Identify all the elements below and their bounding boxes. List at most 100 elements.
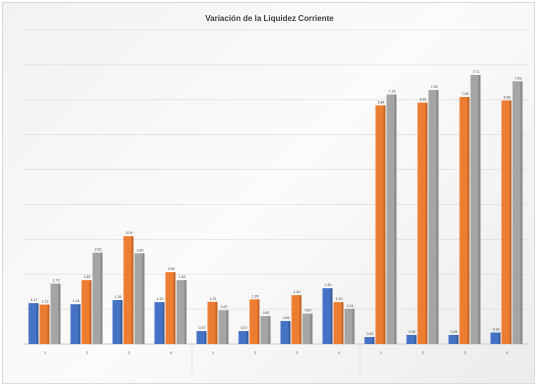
bar xyxy=(406,334,417,344)
data-label: 1.83 xyxy=(179,275,186,279)
data-label: 7.53 xyxy=(515,76,522,80)
bar-shade xyxy=(268,316,271,344)
bar-shade xyxy=(498,332,501,344)
bar xyxy=(490,332,501,344)
bar-shade xyxy=(58,283,61,344)
bar xyxy=(50,283,61,344)
bar xyxy=(333,302,344,344)
data-label: 0.80 xyxy=(263,311,270,315)
bar xyxy=(92,252,103,344)
data-label: 7.71 xyxy=(473,70,480,74)
x-tick-label: 1 xyxy=(212,350,215,355)
data-label: 1.01 xyxy=(347,304,354,308)
bar-shade xyxy=(204,331,207,344)
bar xyxy=(501,100,512,344)
x-tick-label: 4 xyxy=(506,350,509,355)
bar xyxy=(322,288,333,344)
bar-shade xyxy=(36,303,39,344)
bar xyxy=(28,303,39,344)
data-label: 2.60 xyxy=(137,248,144,252)
bar-shade xyxy=(341,302,344,344)
bar xyxy=(196,331,207,344)
x-tick-label: 4 xyxy=(338,350,341,355)
data-label: 0.26 xyxy=(451,330,458,334)
bar-shade xyxy=(352,308,355,344)
bar-shade xyxy=(478,75,481,345)
bar xyxy=(364,337,375,344)
bar-shade xyxy=(330,288,333,344)
x-tick-label: 2 xyxy=(254,350,257,355)
data-label: 6.98 xyxy=(504,95,511,99)
data-label: 1.14 xyxy=(73,299,80,303)
bar-shade xyxy=(257,299,260,344)
bar-shade xyxy=(120,300,123,344)
data-label: 1.20 xyxy=(157,297,164,301)
data-label: 1.28 xyxy=(252,294,259,298)
data-label: 7.15 xyxy=(389,90,396,94)
bar xyxy=(280,320,291,344)
bar xyxy=(375,105,386,344)
bar-shade xyxy=(78,304,81,344)
bar-shade xyxy=(226,310,229,344)
data-label: 1.83 xyxy=(84,275,91,279)
bar-shade xyxy=(100,252,103,344)
data-label: 6.92 xyxy=(420,98,427,102)
data-label: 0.66 xyxy=(283,316,290,320)
bar xyxy=(81,280,92,344)
bar-shade xyxy=(467,96,470,344)
bar-shade xyxy=(372,337,375,344)
bar-shade xyxy=(184,280,187,344)
bar xyxy=(448,334,459,344)
bar xyxy=(207,301,218,344)
bar xyxy=(260,316,271,344)
data-label: 1.26 xyxy=(115,295,122,299)
bar xyxy=(165,272,176,344)
bar xyxy=(39,304,50,344)
bar xyxy=(470,75,481,345)
bar-shade xyxy=(425,102,428,345)
bar-shade xyxy=(383,105,386,344)
bar-shade xyxy=(288,320,291,344)
bar xyxy=(512,81,523,344)
data-label: 1.73 xyxy=(53,279,60,283)
bar xyxy=(218,310,229,344)
data-label: 7.28 xyxy=(431,85,438,89)
bar xyxy=(428,90,439,345)
bar-shade xyxy=(310,313,313,344)
bar-shade xyxy=(394,94,397,345)
bar xyxy=(417,102,428,345)
bar xyxy=(70,304,81,344)
data-label: 1.17 xyxy=(31,298,38,302)
x-tick-label: 1 xyxy=(44,350,47,355)
data-label: 0.26 xyxy=(409,330,416,334)
data-label: 1.20 xyxy=(336,297,343,301)
data-label: 2.06 xyxy=(168,267,175,271)
bar xyxy=(386,94,397,345)
bar xyxy=(249,299,260,344)
data-label: 1.60 xyxy=(325,283,332,287)
data-label: 3.09 xyxy=(126,231,133,235)
x-tick-label: 3 xyxy=(128,350,131,355)
bar-shade xyxy=(89,280,92,344)
bar-shade xyxy=(173,272,176,344)
bar-shade xyxy=(414,334,417,344)
data-label: 0.33 xyxy=(493,327,500,331)
bar xyxy=(112,300,123,344)
bar-shade xyxy=(131,236,134,344)
x-tick-label: 2 xyxy=(422,350,425,355)
data-label: 0.37 xyxy=(241,326,248,330)
data-label: 0.97 xyxy=(221,305,228,309)
bar xyxy=(344,308,355,344)
bar-shade xyxy=(246,331,249,344)
bar-shade xyxy=(509,100,512,344)
bar xyxy=(134,253,145,344)
bar xyxy=(154,302,165,344)
data-label: 2.62 xyxy=(95,248,102,252)
x-tick-label: 3 xyxy=(296,350,299,355)
data-label: 0.20 xyxy=(367,332,374,336)
bar-shade xyxy=(436,90,439,345)
bar-shade xyxy=(520,81,523,344)
bar xyxy=(123,236,134,344)
data-label: 0.87 xyxy=(305,309,312,313)
